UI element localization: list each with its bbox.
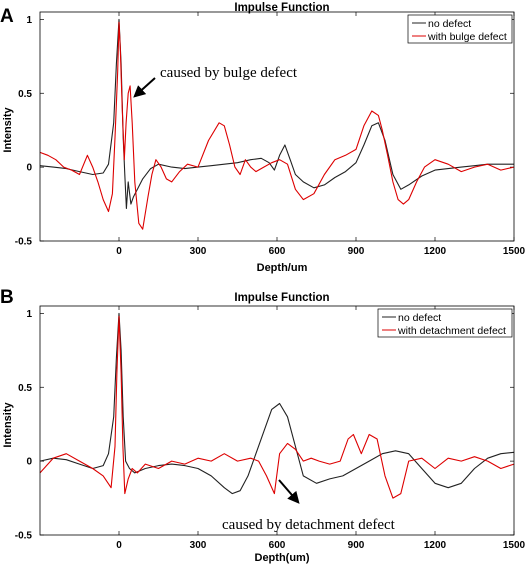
panel-a-ticks: 0 300 600 900 1200 1500 -0.5 0 0.5 1 <box>15 12 526 257</box>
panel-b-legend: no defect with detachment defect <box>377 308 513 338</box>
panel-a-title: Impulse Function <box>234 2 329 14</box>
panel-b-xtick-label: 300 <box>190 540 207 551</box>
panel-a-ytick-label: -0.5 <box>15 237 33 248</box>
panel-b-ytick-label: 1 <box>26 309 32 320</box>
panel-a-xlabel: Depth/um <box>257 262 308 274</box>
panel-a: A Impulse Function Intensity Depth/um 0 3… <box>0 2 526 274</box>
panel-a-legend-box <box>407 14 513 44</box>
panel-b-legend-box <box>377 308 513 338</box>
panel-b-xtick-label: 600 <box>269 540 286 551</box>
panel-a-plot-frame <box>39 11 515 242</box>
panel-b-ytick-label: 0.5 <box>18 383 32 394</box>
panel-b-ytick-label: -0.5 <box>15 531 33 542</box>
panel-a-ytick-label: 1 <box>26 15 32 26</box>
panel-b-ylabel: Intensity <box>2 402 14 448</box>
panel-a-xtick-label: 1500 <box>503 246 526 257</box>
panel-b-letter: B <box>0 287 14 308</box>
panel-a-annotation-arrow <box>133 77 156 98</box>
panel-a-legend-no-defect: no defect <box>428 18 471 30</box>
panel-a-legend: no defect with bulge defect <box>407 14 513 44</box>
panel-b-title: Impulse Function <box>234 292 329 304</box>
panel-b-xlabel: Depth(um) <box>255 552 310 564</box>
panel-b-legend-no-defect: no defect <box>398 312 441 324</box>
panel-a-xtick-label: 600 <box>269 246 286 257</box>
panel-b-annotation-arrow <box>278 479 300 504</box>
panel-b: B Impulse Function Intensity Depth(um) 0… <box>0 287 526 564</box>
panel-b-xtick-label: 0 <box>116 540 122 551</box>
panel-b-series <box>39 312 515 499</box>
panel-b-series-no-defect-line <box>39 312 515 495</box>
panel-a-xtick-label: 900 <box>348 246 365 257</box>
panel-a-xtick-label: 1200 <box>424 246 447 257</box>
panel-a-annotation-text: caused by bulge defect <box>160 65 298 81</box>
panel-a-ytick-label: 0.5 <box>18 89 32 100</box>
panel-a-series <box>39 18 515 230</box>
panel-a-xtick-label: 300 <box>190 246 207 257</box>
panel-a-legend-bulge: with bulge defect <box>427 31 507 43</box>
panel-b-ytick-label: 0 <box>26 457 32 468</box>
panel-b-ticks: 0 300 600 900 1200 1500 -0.5 0 0.5 1 <box>15 306 526 551</box>
panel-a-letter: A <box>0 6 14 27</box>
panel-a-series-with-defect-line <box>39 21 515 230</box>
panel-b-annotation-text: caused by detachment defect <box>222 517 396 533</box>
panel-b-xtick-label: 1500 <box>503 540 526 551</box>
panel-a-ytick-label: 0 <box>26 163 32 174</box>
panel-a-xtick-label: 0 <box>116 246 122 257</box>
panel-b-series-with-defect-line <box>39 315 515 499</box>
panel-b-xtick-label: 1200 <box>424 540 447 551</box>
panel-b-legend-detachment: with detachment defect <box>397 325 506 337</box>
panel-a-series-no-defect-line <box>39 18 514 210</box>
panel-b-xtick-label: 900 <box>348 540 365 551</box>
panel-a-ylabel: Intensity <box>2 107 14 153</box>
panel-b-plot-frame <box>39 305 515 536</box>
